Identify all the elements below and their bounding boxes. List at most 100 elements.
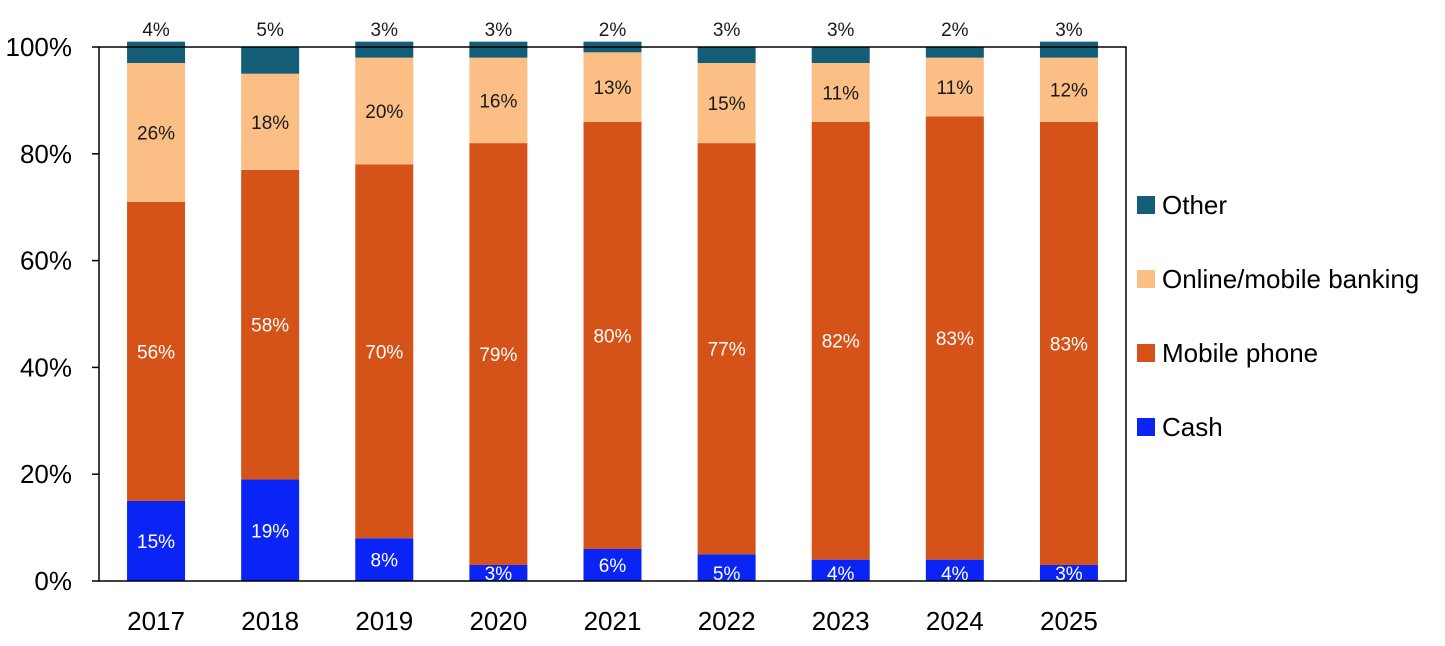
bar-online-mobile-banking-2024 <box>925 57 984 117</box>
data-label-mobile-phone-2023: 82% <box>822 332 860 353</box>
bar-cash-2019 <box>355 538 414 581</box>
data-label-online-mobile-banking-2025: 12% <box>1050 81 1088 102</box>
bar-cash-2024 <box>925 559 984 581</box>
data-label-other-2017: 4% <box>142 20 170 41</box>
data-label-mobile-phone-2019: 70% <box>365 342 403 363</box>
bar-online-mobile-banking-2020 <box>469 57 528 144</box>
data-label-online-mobile-banking-2017: 26% <box>137 123 175 144</box>
bar-online-mobile-banking-2021 <box>583 52 642 122</box>
legend-label-mobile-phone: Mobile phone <box>1162 338 1318 368</box>
bar-cash-2020 <box>469 564 528 581</box>
bar-other-2020 <box>469 41 528 58</box>
data-label-online-mobile-banking-2019: 20% <box>365 102 403 123</box>
bar-other-2022 <box>697 47 756 64</box>
bar-online-mobile-banking-2019 <box>355 57 414 165</box>
data-label-cash-2021: 6% <box>599 556 627 577</box>
y-tick-label-0: 0% <box>34 566 72 596</box>
data-label-mobile-phone-2021: 80% <box>593 326 631 347</box>
data-label-other-2022: 3% <box>713 20 741 41</box>
data-label-mobile-phone-2020: 79% <box>479 345 517 366</box>
x-tick-label-2020: 2020 <box>469 606 527 636</box>
legend-swatch-cash <box>1137 418 1155 436</box>
bar-mobile-phone-2022 <box>697 143 756 555</box>
data-label-cash-2017: 15% <box>137 532 175 553</box>
data-label-online-mobile-banking-2022: 15% <box>708 94 746 115</box>
legend: Other Online/mobile banking Mobile phone Ca… <box>1137 190 1419 442</box>
bar-online-mobile-banking-2017 <box>127 63 186 202</box>
bar-mobile-phone-2023 <box>811 121 870 560</box>
bar-cash-2021 <box>583 548 642 581</box>
x-tick-label-2021: 2021 <box>584 606 642 636</box>
data-label-online-mobile-banking-2024: 11% <box>937 78 974 99</box>
bars-group <box>127 41 1098 581</box>
bar-mobile-phone-2017 <box>127 201 186 501</box>
bar-other-2025 <box>1039 41 1098 58</box>
y-tick-label-2: 40% <box>20 352 72 382</box>
y-tick-label-4: 80% <box>20 139 72 169</box>
legend-label-cash: Cash <box>1162 412 1223 442</box>
data-label-mobile-phone-2018: 58% <box>251 316 289 337</box>
data-label-mobile-phone-2024: 83% <box>936 329 974 350</box>
data-label-other-2020: 3% <box>485 20 513 41</box>
x-tick-label-2017: 2017 <box>127 606 185 636</box>
x-tick-label-2023: 2023 <box>812 606 870 636</box>
x-tick-label-2024: 2024 <box>926 606 984 636</box>
bar-mobile-phone-2025 <box>1039 121 1098 565</box>
legend-swatch-online-mobile-banking <box>1137 270 1155 288</box>
x-axis: 2017 2018 2019 2020 2021 2022 2023 2024 2025 <box>127 606 1098 636</box>
data-label-other-2018: 5% <box>256 20 284 41</box>
legend-label-other: Other <box>1162 190 1227 220</box>
y-tick-label-3: 60% <box>20 246 72 276</box>
bar-other-2019 <box>355 41 414 58</box>
data-labels-group: 15% 56% 26% 4% 19% 58% 18% 5% 8% 70% 20% 3% 3% 79% 16%… <box>137 20 1088 585</box>
bar-cash-2022 <box>697 554 756 581</box>
bar-mobile-phone-2024 <box>925 116 984 560</box>
bar-other-2024 <box>925 47 984 58</box>
x-tick-label-2019: 2019 <box>355 606 413 636</box>
data-label-online-mobile-banking-2021: 13% <box>593 78 631 99</box>
legend-swatch-other <box>1137 196 1155 214</box>
data-label-cash-2020: 3% <box>485 564 513 585</box>
data-label-cash-2018: 19% <box>251 521 289 542</box>
y-tick-label-1: 20% <box>20 459 72 489</box>
data-label-online-mobile-banking-2023: 11% <box>822 83 859 104</box>
data-label-other-2025: 3% <box>1055 20 1083 41</box>
x-tick-label-2025: 2025 <box>1040 606 1098 636</box>
plot-area-frame <box>98 46 1127 582</box>
data-label-mobile-phone-2025: 83% <box>1050 334 1088 355</box>
bar-online-mobile-banking-2022 <box>697 63 756 144</box>
bar-cash-2018 <box>241 479 300 581</box>
bar-online-mobile-banking-2018 <box>241 73 300 170</box>
data-label-cash-2019: 8% <box>371 551 399 572</box>
data-label-other-2021: 2% <box>599 20 627 41</box>
y-tick-label-5: 100% <box>6 32 73 62</box>
data-label-cash-2024: 4% <box>941 564 969 585</box>
bar-online-mobile-banking-2023 <box>811 63 870 122</box>
bar-mobile-phone-2018 <box>241 169 300 480</box>
bar-other-2018 <box>241 47 300 74</box>
bar-mobile-phone-2019 <box>355 164 414 539</box>
bar-other-2017 <box>127 41 186 64</box>
bar-cash-2017 <box>127 500 186 581</box>
data-label-other-2019: 3% <box>371 20 399 41</box>
x-tick-label-2018: 2018 <box>241 606 299 636</box>
bar-other-2023 <box>811 47 870 64</box>
data-label-cash-2022: 5% <box>713 564 741 585</box>
data-label-online-mobile-banking-2020: 16% <box>479 91 517 112</box>
y-axis: 0% 20% 40% 60% 80% 100% <box>6 32 99 596</box>
data-label-cash-2025: 3% <box>1055 564 1083 585</box>
data-label-other-2024: 2% <box>941 20 969 41</box>
data-label-other-2023: 3% <box>827 20 855 41</box>
bar-mobile-phone-2021 <box>583 121 642 549</box>
legend-swatch-mobile-phone <box>1137 344 1155 362</box>
legend-label-online-mobile-banking: Online/mobile banking <box>1162 264 1419 294</box>
bar-mobile-phone-2020 <box>469 143 528 565</box>
x-tick-label-2022: 2022 <box>698 606 756 636</box>
bar-cash-2023 <box>811 559 870 581</box>
bar-cash-2025 <box>1039 564 1098 581</box>
data-label-mobile-phone-2017: 56% <box>137 342 175 363</box>
data-label-online-mobile-banking-2018: 18% <box>251 113 289 134</box>
bar-online-mobile-banking-2025 <box>1039 57 1098 122</box>
data-label-mobile-phone-2022: 77% <box>708 340 746 361</box>
